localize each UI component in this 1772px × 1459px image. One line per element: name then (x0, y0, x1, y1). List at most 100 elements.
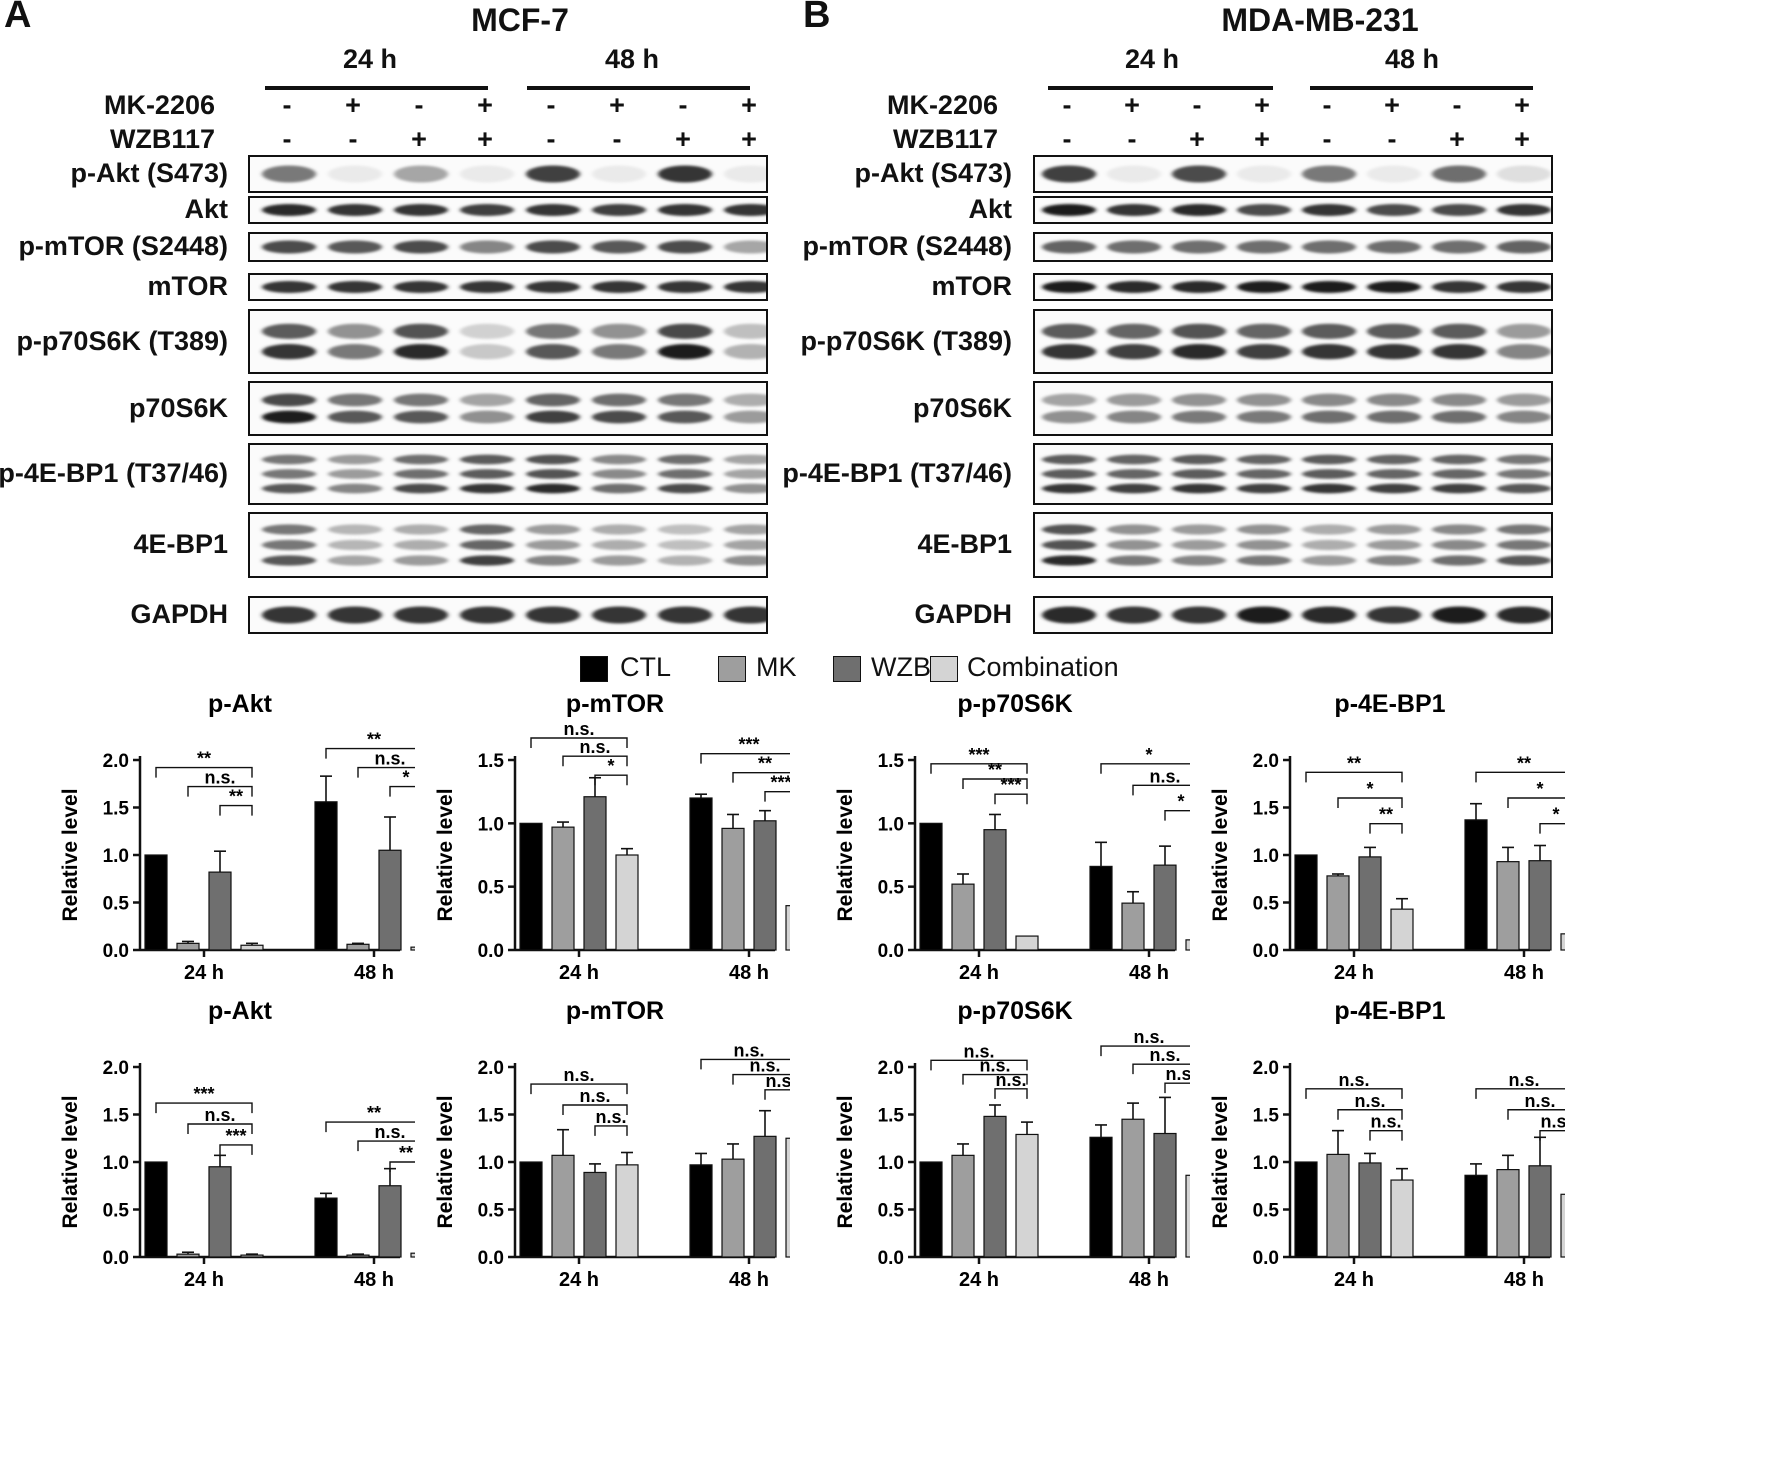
blot-label: mTOR (147, 271, 228, 301)
blot-band (1237, 323, 1291, 339)
blot-band (1432, 454, 1486, 465)
y-tick-label: 0.0 (103, 941, 129, 962)
blot-band (460, 454, 514, 465)
blot-label: p-p70S6K (T389) (16, 325, 228, 356)
significance-label: n.s. (1338, 1070, 1369, 1090)
chart-title: p-p70S6K (957, 997, 1072, 1025)
bar-ctl (519, 1161, 543, 1258)
blot-band (394, 240, 448, 254)
blot-band (1107, 281, 1161, 293)
y-tick-label: 0.5 (103, 894, 130, 915)
blot-band (1432, 606, 1486, 624)
significance-label: n.s. (765, 1071, 790, 1091)
significance-bracket (1132, 1063, 1190, 1075)
blot-band (394, 281, 448, 293)
bar-mk (721, 827, 745, 951)
significance-label: *** (193, 1084, 214, 1104)
wzb117-sign-lane-8: + (1514, 124, 1530, 154)
significance-bracket (1539, 822, 1565, 834)
significance-bracket (155, 1102, 253, 1114)
blot-image (248, 443, 768, 505)
blot-band (1237, 344, 1291, 360)
bar-wzb (378, 849, 402, 951)
blot-band (658, 410, 712, 424)
blot-label: p-Akt (S473) (854, 158, 1012, 188)
x-tick-label: 48 h (729, 1269, 769, 1291)
blot-band (1042, 454, 1096, 465)
blot-band (1042, 410, 1096, 424)
blot-band (724, 483, 766, 494)
blot-band (724, 165, 766, 183)
blot-band (394, 410, 448, 424)
blot-image (248, 596, 768, 634)
blot-band (1042, 281, 1096, 293)
significance-bracket (357, 1140, 415, 1152)
blot-image (1033, 381, 1553, 436)
significance-bracket (389, 785, 415, 797)
significance-label: * (1366, 779, 1373, 799)
bar-mk (551, 1154, 575, 1258)
x-tick-label: 48 h (1129, 962, 1169, 984)
mk2206-sign-lane-4: + (1254, 90, 1270, 120)
bar-mk (1121, 902, 1145, 951)
blot-band (724, 393, 766, 407)
legend-label-ctl: CTL (620, 652, 672, 682)
bar-ctl (144, 1161, 168, 1258)
bar-combination (1015, 935, 1039, 951)
blot-band (1172, 344, 1226, 360)
x-tick-label: 24 h (559, 1269, 599, 1291)
y-tick-label: 0.5 (878, 878, 905, 899)
significance-label: n.s. (1508, 1070, 1539, 1090)
bar-combination (615, 854, 639, 951)
bar-ctl (919, 822, 943, 951)
blot-band (526, 410, 580, 424)
blot-band (328, 323, 382, 339)
blot-band (1432, 539, 1486, 551)
blot-label: Akt (968, 194, 1012, 224)
blot-band (1042, 524, 1096, 535)
y-tick-label: 0.5 (478, 1201, 505, 1222)
y-tick-label: 0.5 (103, 1201, 130, 1222)
blot-image (1033, 443, 1553, 505)
blot-image (248, 512, 768, 578)
blot-band (526, 165, 580, 183)
blot-band (1432, 281, 1486, 293)
time-label-b-48h: 48 h (1384, 44, 1440, 74)
bar-mk (1496, 861, 1520, 951)
y-tick-label: 2.0 (103, 751, 129, 772)
blot-band (592, 539, 646, 551)
chart-title: p-4E-BP1 (1334, 690, 1445, 718)
blot-band (526, 204, 580, 216)
significance-bracket (764, 1089, 790, 1100)
blot-band (658, 483, 712, 494)
bar-combination (240, 1254, 264, 1258)
significance-label: n.s. (749, 1056, 780, 1076)
significance-label: n.s. (1540, 1112, 1565, 1132)
significance-label: *** (738, 735, 759, 755)
blot-band (1367, 524, 1421, 535)
y-tick-label: 0.5 (878, 1201, 905, 1222)
blot-band (526, 240, 580, 254)
blot-band (262, 344, 316, 360)
blot-band (526, 483, 580, 494)
blot-band (1042, 393, 1096, 407)
bar-combination (1560, 933, 1565, 951)
blot-band (1497, 344, 1551, 360)
blot-band (1107, 323, 1161, 339)
blot-band (658, 555, 712, 566)
y-axis-label: Relative level (834, 788, 857, 921)
blot-band (1367, 393, 1421, 407)
bar-combination (785, 1137, 790, 1258)
bar-ctl (1464, 819, 1488, 951)
blot-band (1432, 410, 1486, 424)
significance-label: n.s. (1354, 1091, 1385, 1111)
bar-mk (1496, 1169, 1520, 1258)
blot-band (592, 483, 646, 494)
blot-band (1107, 454, 1161, 465)
blot-band (1367, 454, 1421, 465)
blot-image (248, 273, 768, 301)
blot-label: p-mTOR (S2448) (18, 231, 228, 261)
bar-combination (1390, 908, 1414, 951)
x-tick-label: 24 h (959, 1269, 999, 1291)
bar-combination (1560, 1193, 1565, 1258)
